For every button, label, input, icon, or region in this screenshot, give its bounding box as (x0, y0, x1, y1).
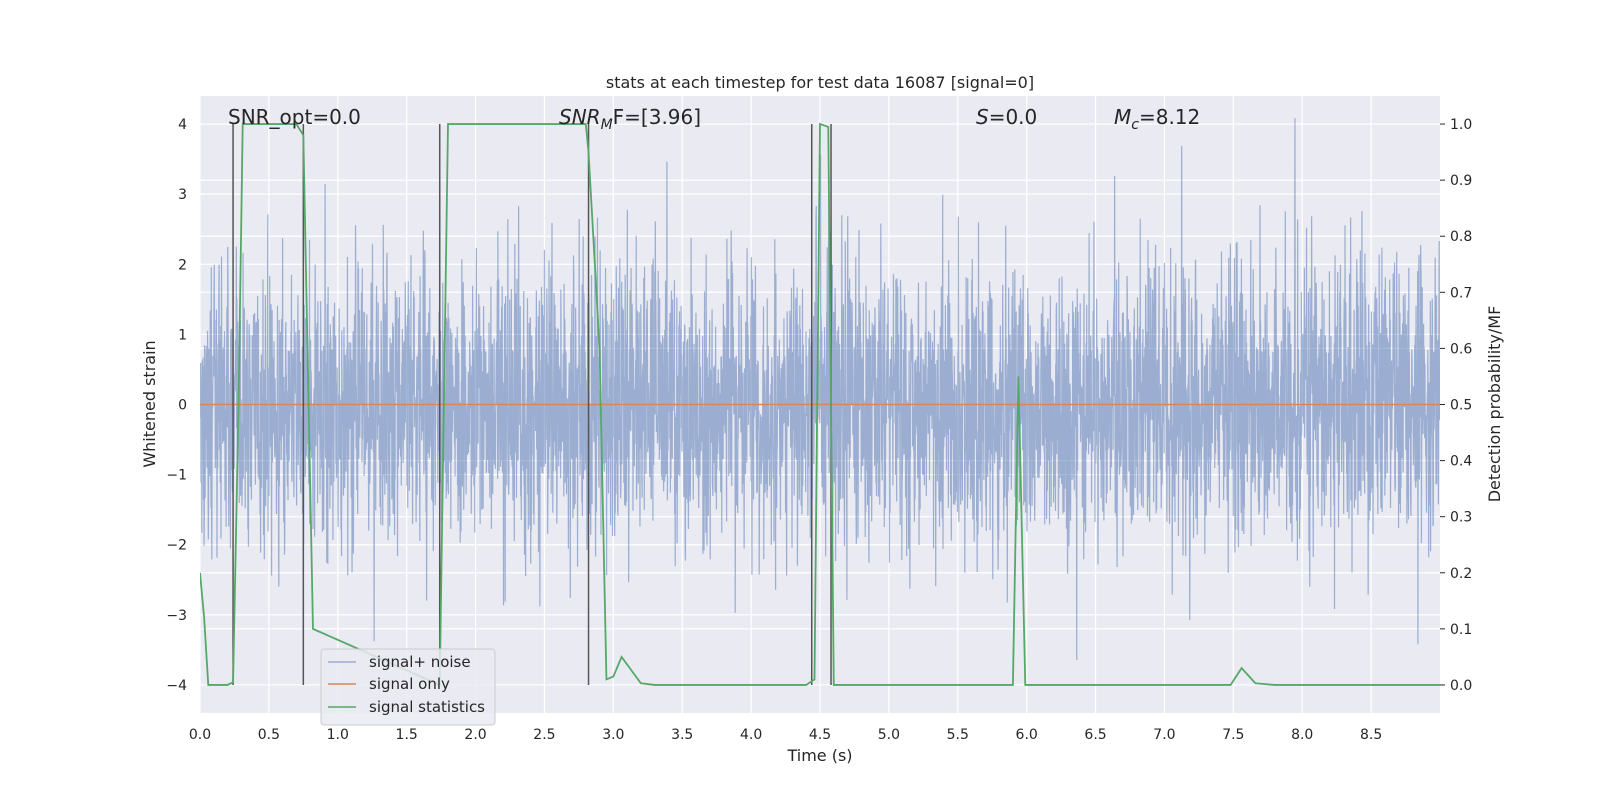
annotation-mc-value: =8.12 (1139, 105, 1200, 129)
x-tick-label: 6.5 (1084, 727, 1106, 743)
y-tick-label: 4 (178, 117, 187, 133)
x-tick-label: 4.0 (740, 727, 762, 743)
x-tick-label: 2.0 (464, 727, 486, 743)
y-tick-labels: −4 −3 −2 −1 0 1 2 3 4 (166, 117, 187, 694)
legend-label-signal-noise: signal+ noise (369, 653, 471, 671)
x-tick-label: 0.0 (189, 727, 211, 743)
y-tick-label: −1 (166, 468, 187, 484)
legend-box (320, 648, 496, 726)
y2-tick-label: 0.7 (1450, 285, 1472, 301)
y2-tick-label: 0.0 (1450, 678, 1472, 694)
series-signal-statistics-line (200, 122, 1440, 687)
y2-tick-label: 0.5 (1450, 398, 1472, 414)
y2-tick-label: 0.1 (1450, 622, 1472, 638)
annotation-snr-mf-subscript: M (601, 117, 613, 133)
y2-axis-label: Detection probability/MF (1485, 306, 1504, 503)
x-tick-label: 8.5 (1360, 727, 1382, 743)
y-tick-label: 1 (178, 327, 187, 343)
x-axis-label: Time (s) (786, 746, 852, 765)
y2-tick-label: 0.2 (1450, 566, 1472, 582)
x-tick-label: 6.0 (1016, 727, 1038, 743)
annotation-s: S=0.0 (976, 105, 1037, 129)
y2-tick-label: 1.0 (1450, 117, 1472, 133)
series-signal-noise-line (200, 118, 1440, 660)
y2-tick-labels: 0.0 0.1 0.2 0.3 0.4 0.5 0.6 0.7 0.8 0.9 1.0 (1440, 117, 1472, 694)
x-tick-label: 4.5 (809, 727, 831, 743)
annotation-snr-mf-value: F=[3.96] (613, 105, 701, 129)
x-tick-label: 5.5 (947, 727, 969, 743)
y-tick-label: −4 (166, 678, 187, 694)
x-tick-label: 7.5 (1222, 727, 1244, 743)
x-tick-label: 0.5 (258, 727, 280, 743)
annotation-snr-mf: SNRMF=[3.96] (559, 105, 701, 133)
legend: signal+ noise signal only signal statist… (320, 648, 496, 726)
y-tick-label: 0 (178, 398, 187, 414)
y2-tick-label: 0.6 (1450, 341, 1472, 357)
annotation-mc: Mc=8.12 (1114, 105, 1200, 133)
y2-tick-label: 0.3 (1450, 510, 1472, 526)
annotation-s-value: =0.0 (989, 105, 1038, 129)
plot-layer (200, 118, 1440, 687)
x-tick-labels: 0.0 0.5 1.0 1.5 2.0 2.5 3.0 3.5 4.0 4.5 5.0 5.5 6.0 6… (189, 727, 1382, 743)
x-tick-label: 1.0 (327, 727, 349, 743)
annotation-mc-subscript: c (1131, 117, 1139, 133)
y-axis-label: Whitened strain (140, 340, 159, 467)
y2-tick-label: 0.9 (1450, 173, 1472, 189)
legend-label-signal-statistics: signal statistics (369, 698, 485, 716)
x-tick-label: 2.5 (533, 727, 555, 743)
x-tick-label: 5.0 (878, 727, 900, 743)
y-tick-label: 3 (178, 187, 187, 203)
y-tick-label: 2 (178, 257, 187, 273)
annotation-s-symbol: S (976, 105, 989, 129)
y-tick-label: −2 (166, 538, 187, 554)
y-tick-label: −3 (166, 608, 187, 624)
x-tick-label: 3.0 (602, 727, 624, 743)
y2-tick-label: 0.4 (1450, 454, 1472, 470)
annotation-snr-opt: SNR_opt=0.0 (228, 105, 361, 129)
annotation-snr-mf-symbol: SNR (559, 105, 601, 129)
legend-label-signal-only: signal only (369, 675, 450, 693)
x-tick-label: 1.5 (396, 727, 418, 743)
y2-tick-label: 0.8 (1450, 229, 1472, 245)
chart-title: stats at each timestep for test data 160… (606, 73, 1034, 92)
x-tick-label: 7.0 (1153, 727, 1175, 743)
annotation-mc-symbol: M (1114, 105, 1131, 129)
x-tick-label: 3.5 (671, 727, 693, 743)
x-tick-label: 8.0 (1291, 727, 1313, 743)
